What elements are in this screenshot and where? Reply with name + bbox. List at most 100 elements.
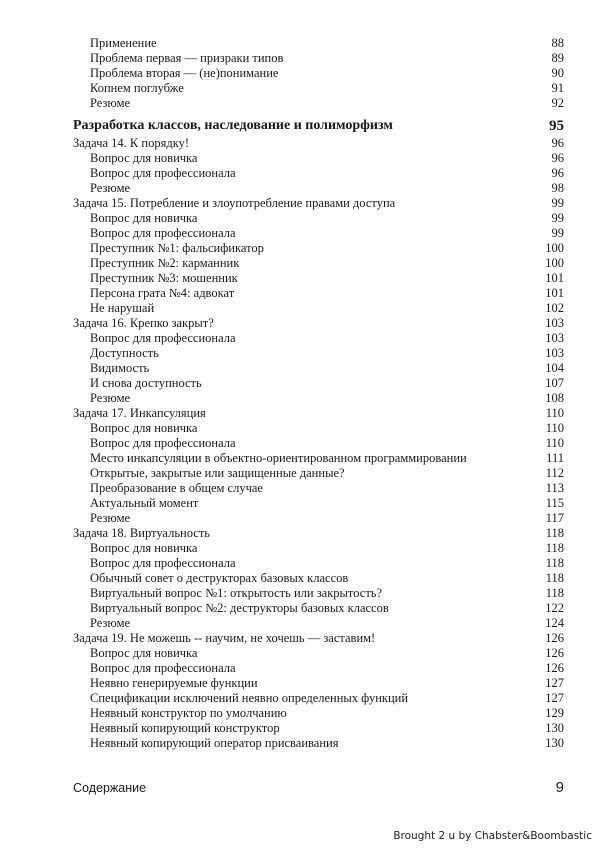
- entry-page: 126: [545, 646, 564, 660]
- toc-subentry[interactable]: Не нарушай 102: [73, 301, 564, 316]
- toc-subentry[interactable]: Неявно генерируемые функции 127: [73, 676, 564, 691]
- toc-subentry[interactable]: Актуальный момент 115: [73, 496, 564, 511]
- toc-subentry[interactable]: Резюме 98: [73, 181, 564, 196]
- entry-title: Задача 15. Потребление и злоупотребление…: [73, 196, 396, 210]
- entry-title: Актуальный момент: [90, 496, 199, 510]
- toc-subentry[interactable]: Вопрос для профессионала 118: [73, 556, 564, 571]
- entry-title: Преступник №3: мошенник: [90, 271, 238, 285]
- toc-subentry[interactable]: Проблема вторая — (не)понимание 90: [73, 66, 564, 81]
- entry-page: 110: [545, 406, 564, 420]
- entry-title: Неявно генерируемые функции: [90, 676, 258, 690]
- toc-subentry[interactable]: Резюме 117: [73, 511, 564, 526]
- toc-entry[interactable]: Задача 18. Виртуальность 118: [73, 526, 564, 541]
- entry-title: Неявный копирующий конструктор: [90, 721, 280, 735]
- toc-subentry[interactable]: Обычный совет о деструкторах базовых кла…: [73, 571, 564, 586]
- toc-entry[interactable]: Задача 15. Потребление и злоупотребление…: [73, 196, 564, 211]
- entry-title: Преступник №1: фальсификатор: [90, 241, 264, 255]
- table-of-contents: Применение 88 Проблема первая — призраки т…: [73, 36, 564, 751]
- entry-page: 88: [551, 36, 565, 50]
- toc-subentry[interactable]: Неявный копирующий конструктор 130: [73, 721, 564, 736]
- entry-page: 118: [545, 586, 564, 600]
- entry-page: 130: [545, 721, 564, 735]
- toc-subentry[interactable]: Резюме 108: [73, 391, 564, 406]
- toc-subentry[interactable]: Спецификации исключений неявно определен…: [73, 691, 564, 706]
- toc-subentry[interactable]: Неявный копирующий оператор присваивания…: [73, 736, 564, 751]
- entry-title: Резюме: [90, 96, 131, 110]
- entry-page: 99: [551, 196, 565, 210]
- toc-subentry[interactable]: Неявный конструктор по умолчанию 129: [73, 706, 564, 721]
- toc-subentry[interactable]: И снова доступность 107: [73, 376, 564, 391]
- entry-page: 100: [545, 256, 564, 270]
- toc-subentry[interactable]: Место инкапсуляции в объектно-ориентиров…: [73, 451, 564, 466]
- entry-page: 101: [545, 286, 564, 300]
- entry-title: Вопрос для новичка: [90, 421, 198, 435]
- toc-subentry[interactable]: Преобразование в общем случае 113: [73, 481, 564, 496]
- entry-title: Вопрос для новичка: [90, 646, 198, 660]
- entry-page: 99: [551, 211, 565, 225]
- toc-subentry[interactable]: Преступник №2: карманник 100: [73, 256, 564, 271]
- toc-entry[interactable]: Задача 16. Крепко закрыт? 103: [73, 316, 564, 331]
- entry-page: 122: [545, 601, 564, 615]
- entry-title: Вопрос для профессионала: [90, 436, 236, 450]
- toc-subentry[interactable]: Вопрос для профессионала 96: [73, 166, 564, 181]
- entry-page: 124: [545, 616, 564, 630]
- toc-subentry[interactable]: Вопрос для новичка 96: [73, 151, 564, 166]
- entry-title: Применение: [90, 36, 157, 50]
- entry-page: 96: [551, 151, 565, 165]
- toc-subentry[interactable]: Видимость 104: [73, 361, 564, 376]
- toc-entry[interactable]: Задача 19. Не можешь -- научим, не хочеш…: [73, 631, 564, 646]
- entry-title: Виртуальный вопрос №1: открытость или за…: [90, 586, 383, 600]
- chapter-page: 95: [549, 118, 564, 134]
- entry-title: Вопрос для новичка: [90, 151, 198, 165]
- entry-page: 126: [545, 631, 564, 645]
- toc-subentry[interactable]: Применение 88: [73, 36, 564, 51]
- entry-page: 127: [545, 691, 564, 705]
- entry-page: 90: [551, 66, 565, 80]
- entry-title: Вопрос для новичка: [90, 211, 198, 225]
- toc-subentry[interactable]: Вопрос для новичка 118: [73, 541, 564, 556]
- entry-title: Задача 16. Крепко закрыт?: [73, 316, 214, 330]
- entry-title: Задача 19. Не можешь -- научим, не хочеш…: [73, 631, 376, 645]
- toc-subentry[interactable]: Вопрос для профессионала 126: [73, 661, 564, 676]
- entry-page: 99: [551, 226, 565, 240]
- toc-subentry[interactable]: Вопрос для профессионала 103: [73, 331, 564, 346]
- toc-subentry[interactable]: Доступность 103: [73, 346, 564, 361]
- entry-page: 112: [545, 466, 564, 480]
- entry-page: 98: [551, 181, 565, 195]
- toc-subentry[interactable]: Резюме 92: [73, 96, 564, 111]
- toc-subentry[interactable]: Вопрос для новичка 126: [73, 646, 564, 661]
- entry-page: 118: [545, 556, 564, 570]
- entry-page: 92: [551, 96, 565, 110]
- toc-subentry[interactable]: Резюме 124: [73, 616, 564, 631]
- toc-subentry[interactable]: Вопрос для профессионала 110: [73, 436, 564, 451]
- chapter-heading[interactable]: Разработка классов, наследование и полим…: [73, 116, 564, 136]
- toc-entry[interactable]: Задача 14. К порядку! 96: [73, 136, 564, 151]
- toc-subentry[interactable]: Виртуальный вопрос №2: деструкторы базов…: [73, 601, 564, 616]
- entry-page: 89: [551, 51, 565, 65]
- toc-subentry[interactable]: Вопрос для новичка 110: [73, 421, 564, 436]
- entry-title: Открытые, закрытые или защищенные данные…: [90, 466, 345, 480]
- toc-subentry[interactable]: Вопрос для профессионала 99: [73, 226, 564, 241]
- entry-page: 118: [545, 526, 564, 540]
- entry-title: Резюме: [90, 511, 131, 525]
- toc-subentry[interactable]: Персона грата №4: адвокат 101: [73, 286, 564, 301]
- entry-page: 96: [551, 136, 565, 150]
- toc-entry[interactable]: Задача 17. Инкапсуляция 110: [73, 406, 564, 421]
- toc-subentry[interactable]: Преступник №1: фальсификатор 100: [73, 241, 564, 256]
- entry-title: Персона грата №4: адвокат: [90, 286, 235, 300]
- entry-title: Спецификации исключений неявно определен…: [90, 691, 409, 705]
- entry-title: Обычный совет о деструкторах базовых кла…: [90, 571, 349, 585]
- entry-title: Вопрос для профессионала: [90, 226, 236, 240]
- toc-subentry[interactable]: Преступник №3: мошенник 101: [73, 271, 564, 286]
- page-footer: Содержание 9: [73, 778, 564, 798]
- entry-page: 100: [545, 241, 564, 255]
- toc-subentry[interactable]: Проблема первая — призраки типов 89: [73, 51, 564, 66]
- scan-credit: Brought 2 u by Chabster&Boombastic: [393, 830, 592, 842]
- toc-subentry[interactable]: Виртуальный вопрос №1: открытость или за…: [73, 586, 564, 601]
- entry-title: Задача 18. Виртуальность: [73, 526, 210, 540]
- toc-previous-section: Применение 88 Проблема первая — призраки т…: [73, 36, 564, 111]
- entry-page: 96: [551, 166, 565, 180]
- toc-subentry[interactable]: Открытые, закрытые или защищенные данные…: [73, 466, 564, 481]
- toc-subentry[interactable]: Вопрос для новичка 99: [73, 211, 564, 226]
- toc-subentry[interactable]: Копнем поглубже 91: [73, 81, 564, 96]
